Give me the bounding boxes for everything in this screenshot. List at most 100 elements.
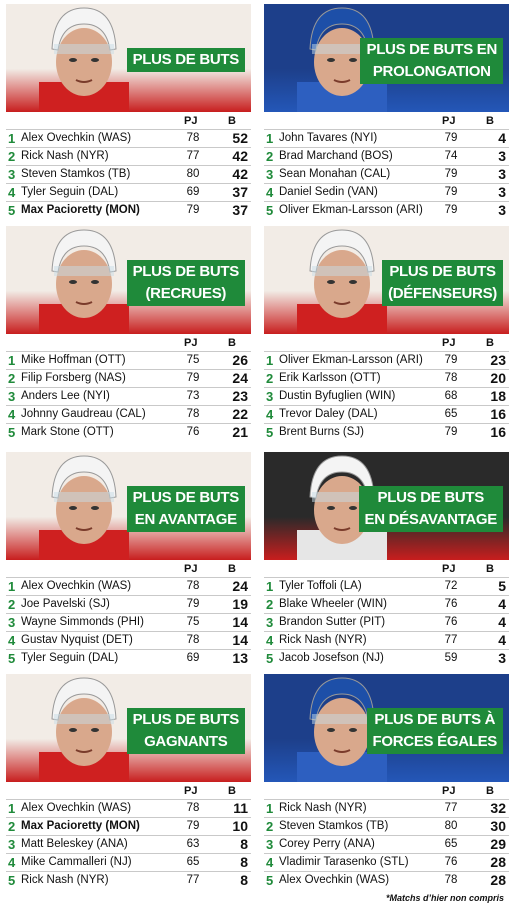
games-played: 74 <box>444 150 458 162</box>
games-played: 79 <box>186 372 200 384</box>
games-played-header: PJ <box>184 337 198 349</box>
rank: 2 <box>266 597 274 612</box>
goals: 3 <box>498 202 506 218</box>
panel-title-line: PLUS DE BUTS <box>377 489 485 506</box>
column-header: PJ B <box>6 112 251 129</box>
rank: 1 <box>266 353 274 368</box>
player-name: Tyler Toffoli (LA) <box>279 580 362 592</box>
games-played: 78 <box>186 634 200 646</box>
player-photo: PLUS DE BUTS (RECRUES) <box>6 226 251 334</box>
rank: 3 <box>266 615 274 630</box>
table-row: 5 Jacob Josefson (NJ) 59 3 <box>264 649 509 667</box>
hockey-player-red-jersey-icon <box>34 4 134 112</box>
games-played: 78 <box>186 408 200 420</box>
rank: 5 <box>266 425 274 440</box>
player-name: Sean Monahan (CAL) <box>279 168 391 180</box>
table-row: 4 Tyler Seguin (DAL) 69 37 <box>6 183 251 201</box>
player-name: Blake Wheeler (WIN) <box>279 598 387 610</box>
goals: 23 <box>232 388 248 404</box>
player-name: Max Pacioretty (MON) <box>21 820 140 832</box>
goals: 21 <box>232 424 248 440</box>
goals: 8 <box>240 872 248 888</box>
rank: 2 <box>8 371 16 386</box>
table-row: 1 Alex Ovechkin (WAS) 78 52 <box>6 129 251 147</box>
table-row: 2 Max Pacioretty (MON) 79 10 <box>6 817 251 835</box>
goals: 19 <box>232 596 248 612</box>
goals: 4 <box>498 614 506 630</box>
table-row: 3 Brandon Sutter (PIT) 76 4 <box>264 613 509 631</box>
goals: 23 <box>490 352 506 368</box>
panel-title: PLUS DE BUTS EN AVANTAGE <box>126 486 245 532</box>
games-played: 77 <box>186 150 200 162</box>
stats-panel: PLUS DE BUTS À FORCES ÉGALES PJ B 1 Rick Nash… <box>264 674 509 889</box>
player-name: Tyler Seguin (DAL) <box>21 186 119 198</box>
rank: 2 <box>8 597 16 612</box>
goals: 8 <box>240 836 248 852</box>
player-name: Corey Perry (ANA) <box>279 838 375 850</box>
rank: 4 <box>8 407 16 422</box>
player-name: Brent Burns (SJ) <box>279 426 364 438</box>
player-name: Alex Ovechkin (WAS) <box>21 132 132 144</box>
rank: 4 <box>8 855 16 870</box>
games-played: 78 <box>186 580 200 592</box>
hockey-player-red-jersey-icon <box>34 226 134 334</box>
hockey-player-blue-jersey-icon <box>292 674 392 782</box>
games-played: 65 <box>444 838 458 850</box>
player-name: Filip Forsberg (NAS) <box>21 372 126 384</box>
hockey-player-blue-jersey-icon <box>292 4 392 112</box>
rank: 5 <box>8 873 16 888</box>
table-row: 3 Wayne Simmonds (PHI) 75 14 <box>6 613 251 631</box>
column-header: PJ B <box>264 112 509 129</box>
player-name: Alex Ovechkin (WAS) <box>21 802 132 814</box>
games-played: 79 <box>186 204 200 216</box>
rank: 3 <box>8 389 16 404</box>
games-played: 78 <box>186 132 200 144</box>
games-played: 65 <box>186 856 200 868</box>
player-photo: PLUS DE BUTS EN DÉSAVANTAGE <box>264 452 509 560</box>
goals: 3 <box>498 166 506 182</box>
table-row: 1 Rick Nash (NYR) 77 32 <box>264 799 509 817</box>
table-row: 2 Rick Nash (NYR) 77 42 <box>6 147 251 165</box>
panel-title-line: PLUS DE BUTS <box>132 489 240 506</box>
column-header: PJ B <box>6 334 251 351</box>
player-name: Dustin Byfuglien (WIN) <box>279 390 396 402</box>
games-played: 69 <box>186 652 200 664</box>
rank: 1 <box>8 801 16 816</box>
goals: 37 <box>232 184 248 200</box>
player-photo: PLUS DE BUTS À FORCES ÉGALES <box>264 674 509 782</box>
games-played: 59 <box>444 652 458 664</box>
games-played: 76 <box>444 598 458 610</box>
games-played: 79 <box>444 204 458 216</box>
panel-title: PLUS DE BUTS <box>126 48 245 72</box>
games-played-header: PJ <box>442 785 456 797</box>
player-name: Tyler Seguin (DAL) <box>21 652 119 664</box>
table-row: 2 Blake Wheeler (WIN) 76 4 <box>264 595 509 613</box>
player-photo: PLUS DE BUTS (DÉFENSEURS) <box>264 226 509 334</box>
player-name: Rick Nash (NYR) <box>21 150 109 162</box>
goals: 14 <box>232 614 248 630</box>
rank: 1 <box>8 131 16 146</box>
rank: 5 <box>8 651 16 666</box>
goals: 29 <box>490 836 506 852</box>
table-row: 2 Steven Stamkos (TB) 80 30 <box>264 817 509 835</box>
player-name: Vladimir Tarasenko (STL) <box>279 856 409 868</box>
player-name: Steven Stamkos (TB) <box>21 168 131 180</box>
panel-title: PLUS DE BUTS EN DÉSAVANTAGE <box>358 486 503 532</box>
panel-title-line: FORCES ÉGALES <box>372 733 498 750</box>
panel-title-line: PROLONGATION <box>372 63 491 80</box>
rank: 5 <box>266 651 274 666</box>
goals: 22 <box>232 406 248 422</box>
stats-panel: PLUS DE BUTS PJ B 1 Alex Ovechkin (WAS) 78 52 2… <box>6 4 251 219</box>
goals-header: B <box>486 563 494 575</box>
games-played: 79 <box>444 168 458 180</box>
rank: 5 <box>8 203 16 218</box>
player-name: Mark Stone (OTT) <box>21 426 114 438</box>
rank: 4 <box>266 407 274 422</box>
goals: 18 <box>490 388 506 404</box>
player-name: Steven Stamkos (TB) <box>279 820 389 832</box>
table-row: 2 Brad Marchand (BOS) 74 3 <box>264 147 509 165</box>
player-name: Brad Marchand (BOS) <box>279 150 393 162</box>
hockey-player-red-jersey-icon <box>34 452 134 560</box>
rank: 3 <box>266 389 274 404</box>
goals: 52 <box>232 130 248 146</box>
